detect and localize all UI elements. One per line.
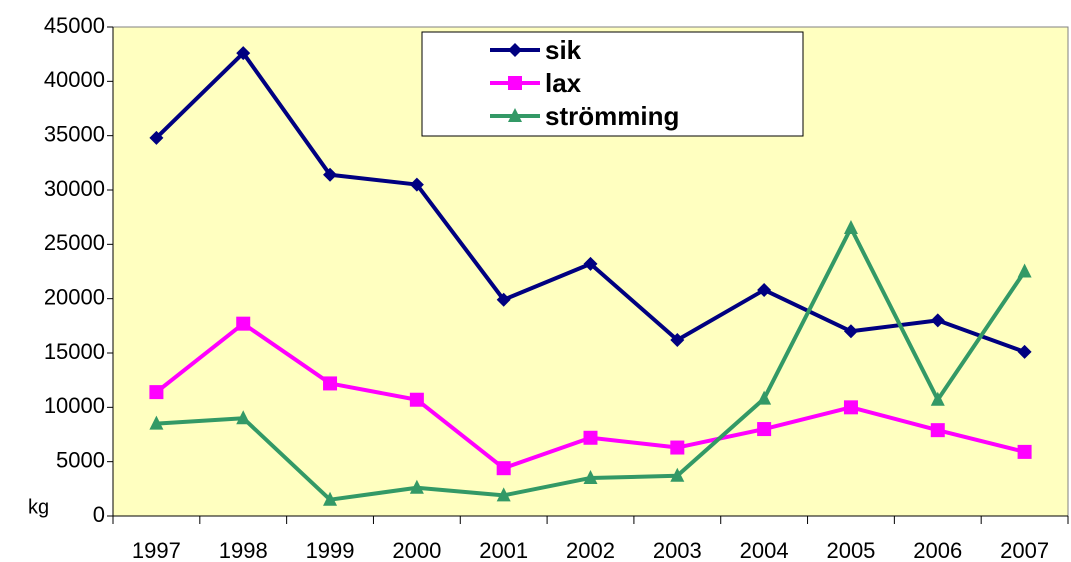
data-point bbox=[843, 324, 858, 339]
legend-label: sik bbox=[545, 35, 582, 65]
x-tick-label: 2000 bbox=[392, 538, 441, 562]
data-point bbox=[496, 292, 511, 307]
data-point bbox=[843, 400, 858, 415]
y-tick-label: 30000 bbox=[44, 176, 105, 201]
data-point bbox=[149, 130, 164, 145]
data-point bbox=[323, 491, 338, 506]
data-point bbox=[149, 415, 164, 430]
data-point bbox=[409, 177, 424, 192]
legend-label: strömming bbox=[545, 101, 679, 131]
x-tick-label: 2003 bbox=[653, 538, 702, 562]
y-tick-label: 20000 bbox=[44, 284, 105, 309]
y-tick-label: 10000 bbox=[44, 393, 105, 418]
data-point bbox=[930, 391, 945, 406]
y-tick-label: 35000 bbox=[44, 121, 105, 146]
legend-marker bbox=[508, 108, 522, 122]
data-point bbox=[930, 313, 945, 328]
x-tick-label: 1999 bbox=[306, 538, 355, 562]
x-tick-label: 1997 bbox=[132, 538, 181, 562]
data-point bbox=[323, 167, 338, 182]
data-point bbox=[670, 332, 685, 347]
data-point bbox=[1017, 263, 1032, 278]
data-point bbox=[843, 220, 858, 235]
y-axis-label: kg bbox=[28, 496, 49, 518]
data-point bbox=[236, 316, 251, 331]
legend-marker bbox=[508, 43, 522, 57]
y-tick-label: 25000 bbox=[44, 230, 105, 255]
data-point bbox=[757, 422, 772, 437]
data-point bbox=[930, 423, 945, 438]
y-tick-label: 15000 bbox=[44, 339, 105, 364]
legend-box bbox=[421, 31, 804, 137]
data-point bbox=[409, 479, 424, 494]
x-tick-label: 2001 bbox=[479, 538, 528, 562]
x-tick-label: 2006 bbox=[913, 538, 962, 562]
data-point bbox=[1017, 444, 1032, 459]
data-point bbox=[236, 410, 251, 425]
data-point bbox=[409, 392, 424, 407]
data-point bbox=[670, 440, 685, 455]
data-point bbox=[583, 256, 598, 271]
legend-marker bbox=[508, 76, 522, 90]
x-tick-label: 1998 bbox=[219, 538, 268, 562]
data-point bbox=[1017, 344, 1032, 359]
data-point bbox=[757, 390, 772, 405]
x-tick-label: 2005 bbox=[826, 538, 875, 562]
y-tick-label: 5000 bbox=[56, 447, 105, 472]
data-point bbox=[236, 46, 251, 61]
y-tick-label: 45000 bbox=[44, 13, 105, 38]
x-tick-label: 2004 bbox=[740, 538, 789, 562]
data-point bbox=[323, 376, 338, 391]
data-point bbox=[757, 282, 772, 297]
data-point bbox=[583, 430, 598, 445]
data-point bbox=[496, 487, 511, 502]
data-point bbox=[583, 469, 598, 484]
legend-label: lax bbox=[545, 68, 582, 98]
y-tick-label: 0 bbox=[93, 502, 105, 527]
x-tick-label: 2002 bbox=[566, 538, 615, 562]
y-tick-label: 40000 bbox=[44, 67, 105, 92]
data-point bbox=[496, 461, 511, 476]
data-point bbox=[149, 385, 164, 400]
data-point bbox=[670, 467, 685, 482]
x-tick-label: 2007 bbox=[1000, 538, 1049, 562]
